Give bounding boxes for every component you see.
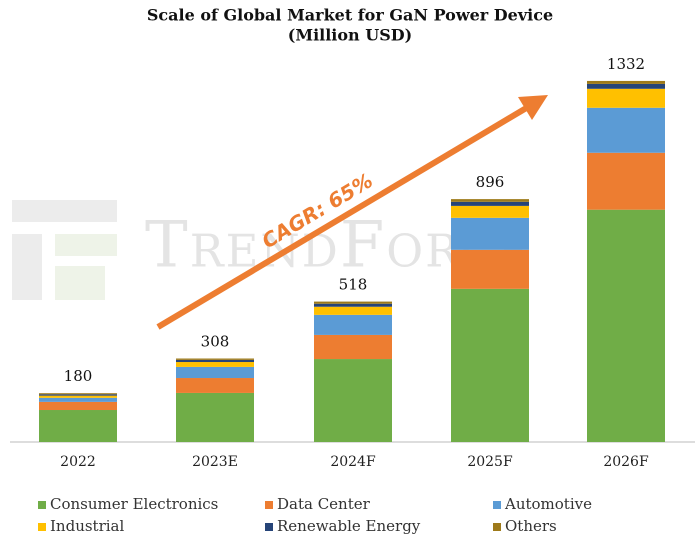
bar-segment	[176, 366, 254, 379]
legend-label: Automotive	[504, 495, 592, 513]
bar-segment	[314, 303, 392, 307]
bar-segment	[314, 306, 392, 315]
bar-segment	[451, 249, 529, 289]
bar-segment	[39, 401, 117, 411]
legend-label: Industrial	[50, 517, 124, 535]
bar-segment	[176, 358, 254, 360]
bar-segment	[314, 359, 392, 442]
chart-title: Scale of Global Market for GaN Power Dev…	[147, 6, 553, 25]
bar-segment	[587, 152, 665, 210]
chart-subtitle: (Million USD)	[288, 26, 412, 45]
total-label: 1332	[607, 55, 645, 73]
x-tick-label: 2022	[60, 454, 96, 470]
bar-segment	[451, 205, 529, 218]
bar-segment	[314, 314, 392, 335]
bar-segment	[587, 83, 665, 89]
legend-label: Others	[505, 517, 557, 535]
cagr-arrow	[156, 95, 548, 330]
legend-swatch	[38, 523, 46, 531]
legend-label: Data Center	[277, 495, 371, 513]
bar-segment	[587, 88, 665, 108]
bar-segment	[451, 217, 529, 250]
legend-swatch	[493, 523, 501, 531]
x-tick-label: 2025F	[467, 454, 513, 470]
bar-segment	[587, 80, 665, 84]
x-tick-label: 2023E	[192, 454, 238, 470]
x-tick-label: 2026F	[603, 454, 649, 470]
legend-label: Renewable Energy	[277, 517, 421, 535]
legend-swatch	[493, 501, 501, 509]
legend-swatch	[265, 501, 273, 509]
bar-segment	[314, 334, 392, 360]
bar-segment	[451, 201, 529, 206]
bar-segment	[451, 199, 529, 202]
bar-segment	[314, 301, 392, 304]
total-label: 896	[476, 173, 505, 191]
total-label: 518	[339, 276, 368, 294]
total-label: 180	[64, 367, 93, 385]
legend-swatch	[265, 523, 273, 531]
watermark-logo	[12, 200, 117, 300]
bar-segment	[39, 397, 117, 402]
bar-segment	[176, 392, 254, 442]
legend-swatch	[38, 501, 46, 509]
bar-segment	[587, 107, 665, 153]
bar-segment	[451, 288, 529, 442]
bar-segment	[176, 359, 254, 363]
bar-segment	[39, 393, 117, 395]
bar-segment	[176, 362, 254, 367]
bar-segment	[39, 394, 117, 396]
bar-segment	[587, 209, 665, 442]
bar-segment	[176, 378, 254, 393]
bar-segment	[39, 410, 117, 442]
legend-label: Consumer Electronics	[50, 495, 218, 513]
bar-segment	[39, 395, 117, 398]
total-label: 308	[201, 333, 230, 351]
x-tick-label: 2024F	[330, 454, 376, 470]
